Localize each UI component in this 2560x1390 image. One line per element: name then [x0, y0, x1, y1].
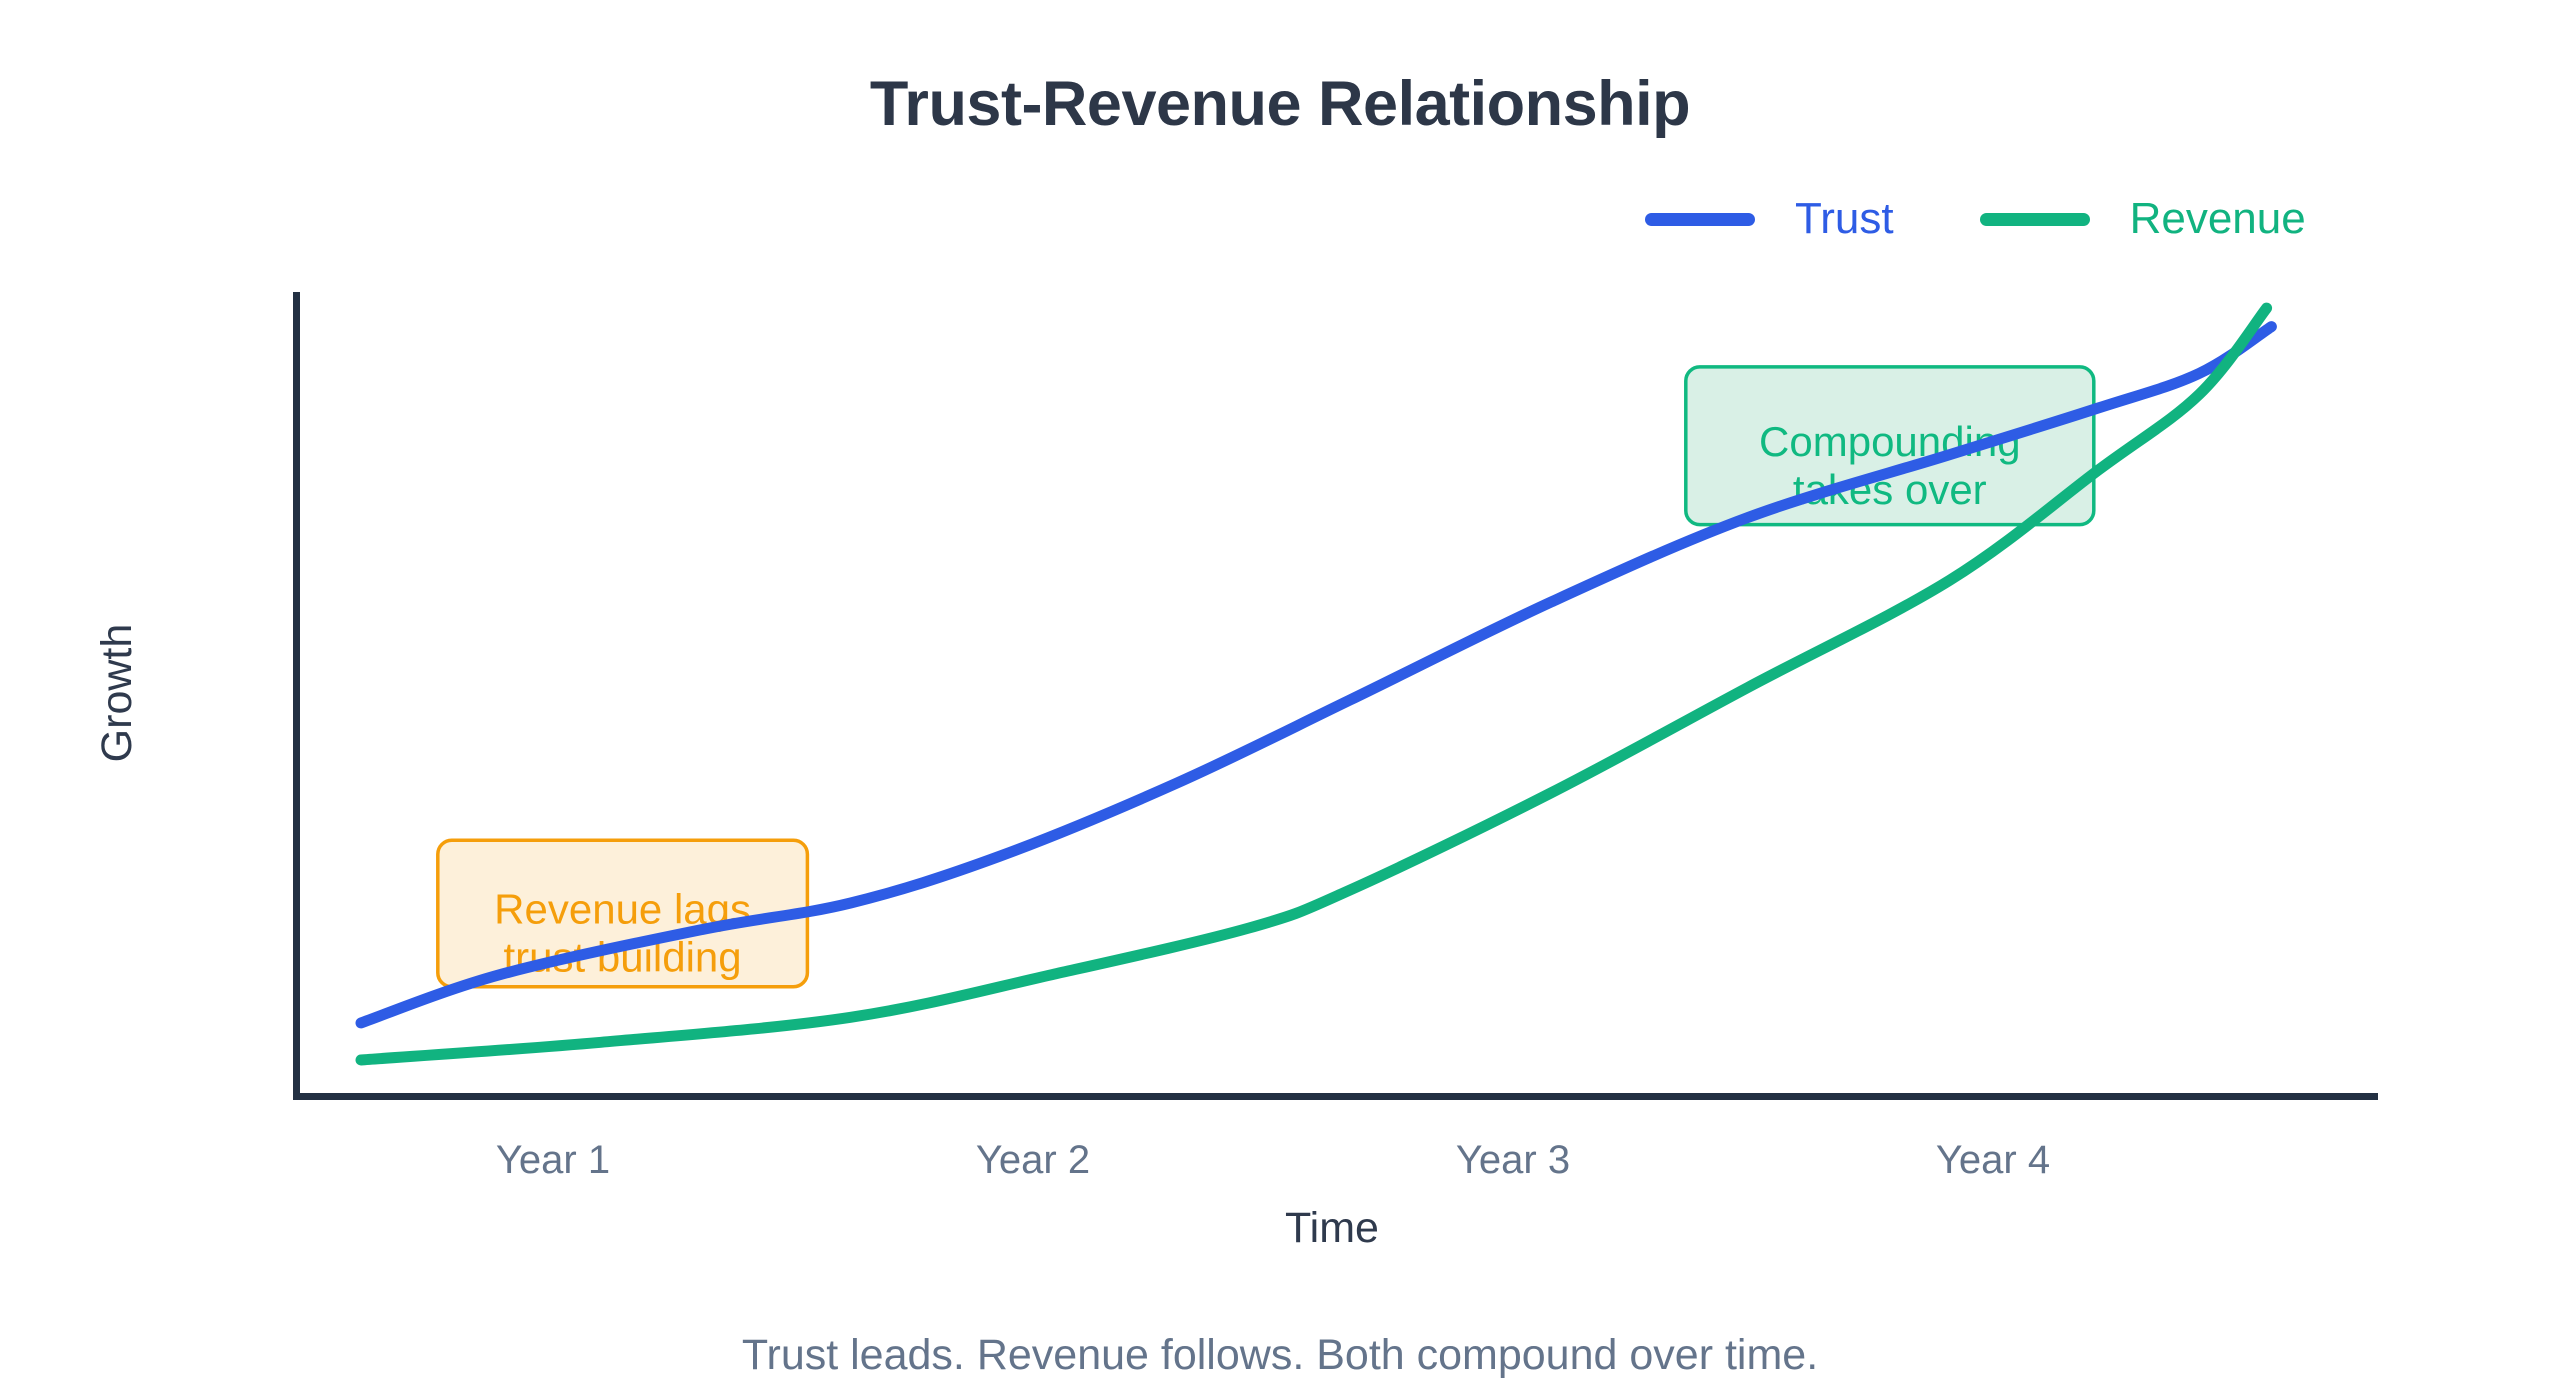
trust-legend-label: Trust — [1795, 194, 1894, 243]
axis-lines — [293, 292, 2378, 1100]
revenue-legend-swatch — [1979, 212, 2090, 226]
x-tick-labels: Year 1 Year 2 Year 3 Year 4 — [496, 1138, 2050, 1182]
trust-line — [355, 321, 2277, 1029]
annotation-revenue-lags: Revenue lags trust building — [436, 838, 810, 989]
annotation-compounding: Compounding takes over — [1684, 365, 2096, 527]
y-axis-title: Growth — [93, 624, 141, 763]
x-tick-label: Year 1 — [496, 1138, 610, 1182]
page-title: Trust-Revenue Relationship — [869, 69, 1691, 139]
chart-caption: Trust leads. Revenue follows. Both compo… — [741, 1331, 1819, 1379]
revenue-line — [355, 302, 2273, 1066]
x-axis-title: Time — [1285, 1204, 1379, 1252]
trust-legend-swatch — [1645, 212, 1755, 226]
revenue-legend-label: Revenue — [2129, 194, 2306, 243]
legend: Trust Revenue — [1645, 194, 2306, 243]
x-tick-label: Year 4 — [1936, 1138, 2050, 1182]
annotation-box-green — [1684, 365, 2096, 527]
x-tick-label: Year 2 — [976, 1138, 1090, 1182]
x-tick-label: Year 3 — [1456, 1138, 1570, 1182]
